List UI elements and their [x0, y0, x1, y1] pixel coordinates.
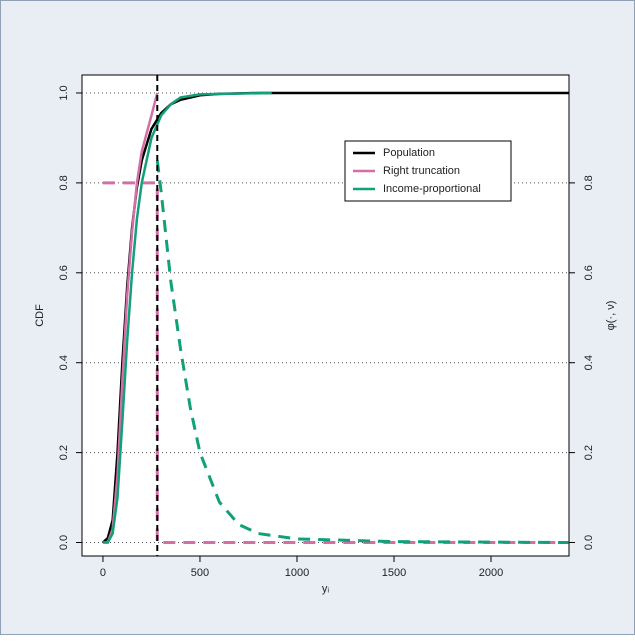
legend-label: Right truncation — [383, 165, 460, 177]
y-tick-label: 0.6 — [58, 265, 70, 280]
y2-axis-label: φ(·, ν) — [605, 301, 617, 331]
y2-tick-label: 0.2 — [583, 445, 595, 460]
y-tick-label: 0.8 — [58, 175, 70, 190]
y2-tick-label: 0.8 — [583, 175, 595, 190]
y-tick-label: 0.2 — [58, 445, 70, 460]
y2-tick-label: 0.0 — [583, 535, 595, 550]
legend-label: Income-proportional — [383, 183, 481, 195]
y-tick-label: 1.0 — [58, 85, 70, 100]
y-tick-label: 0.0 — [58, 535, 70, 550]
y-axis-label: CDF — [34, 304, 46, 327]
x-axis-label: yᵢ — [322, 583, 330, 595]
x-tick-label: 1500 — [382, 567, 406, 579]
phi-line — [102, 181, 569, 545]
x-tick-label: 2000 — [479, 567, 503, 579]
cdf-line — [102, 91, 272, 544]
y-tick-label: 0.4 — [58, 355, 70, 370]
legend-label: Population — [383, 147, 435, 159]
x-tick-label: 1000 — [285, 567, 309, 579]
y2-tick-label: 0.6 — [583, 265, 595, 280]
x-tick-label: 0 — [100, 567, 106, 579]
x-tick-label: 500 — [191, 567, 209, 579]
y2-tick-label: 0.4 — [583, 355, 595, 370]
phi-line — [155, 160, 569, 545]
cdf-line — [102, 92, 159, 544]
